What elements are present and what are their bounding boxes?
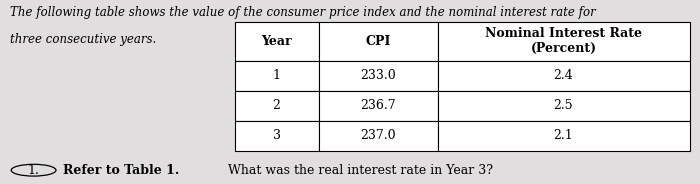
Bar [438,121,690,151]
Bar [318,61,438,91]
Bar [318,121,438,151]
Bar [234,121,318,151]
Bar [438,22,690,61]
Bar [234,61,318,91]
Bar [318,22,438,61]
Text: 2.1: 2.1 [554,129,573,142]
Text: 233.0: 233.0 [360,69,396,82]
Text: 2.4: 2.4 [554,69,573,82]
Text: Nominal Interest Rate
(Percent): Nominal Interest Rate (Percent) [485,27,642,55]
Text: The following table shows the value of the consumer price index and the nominal : The following table shows the value of t… [10,6,596,19]
Text: three consecutive years.: three consecutive years. [10,33,157,46]
Bar [438,91,690,121]
Text: CPI: CPI [365,35,391,48]
Bar [438,61,690,91]
Bar [318,91,438,121]
Bar [234,91,318,121]
Text: 1.: 1. [28,164,39,177]
Text: 2.5: 2.5 [554,99,573,112]
Text: 1: 1 [272,69,281,82]
Text: 237.0: 237.0 [360,129,395,142]
Text: What was the real interest rate in Year 3?: What was the real interest rate in Year … [220,164,493,177]
Text: Refer to Table 1.: Refer to Table 1. [63,164,179,177]
Text: 2: 2 [272,99,281,112]
Text: Year: Year [261,35,292,48]
Bar [234,22,318,61]
Text: 3: 3 [272,129,281,142]
Text: 236.7: 236.7 [360,99,395,112]
